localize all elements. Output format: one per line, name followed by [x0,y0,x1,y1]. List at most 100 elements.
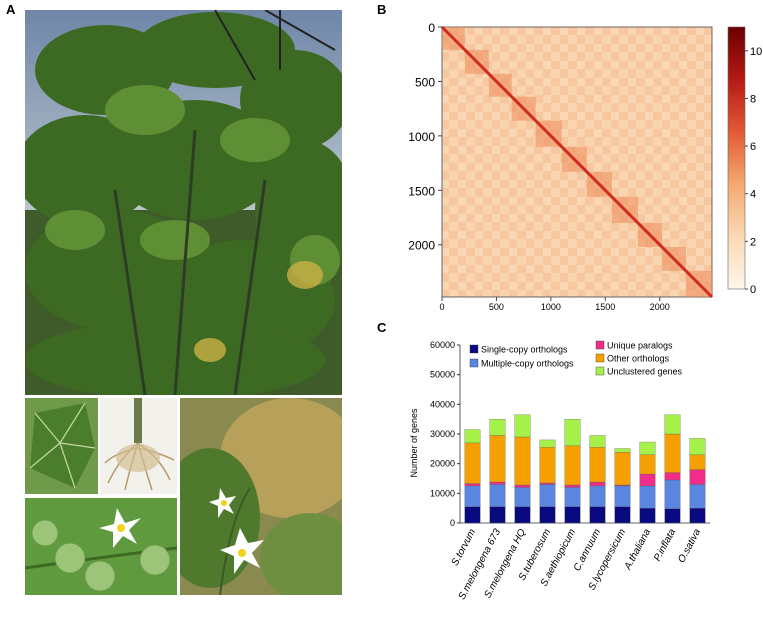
x-tick-label: 1000 [541,302,561,310]
bar-segment [589,481,606,487]
flower-photo [180,398,342,595]
bar-segment [514,506,531,524]
bar-segment [539,439,556,448]
legend-label: Unclustered genes [607,367,683,377]
x-tick-label: 1500 [595,302,615,310]
bar-segment [539,447,556,484]
legend-swatch [595,353,605,363]
panel-c-label: C [377,320,387,335]
bar-segment [664,433,681,473]
bar-segment [614,506,631,524]
bar-segment [589,447,606,483]
bar-segment [489,419,506,436]
bar-segment [664,508,681,524]
legend-label: Unique paralogs [607,341,673,351]
y-tick-label: 50000 [430,370,455,380]
y-tick-label: 10000 [430,488,455,498]
bar-segment [564,445,581,486]
y-tick-label: 40000 [430,399,455,409]
colorbar [727,26,746,290]
bar-segment [589,435,606,448]
y-tick-label: 500 [415,75,435,89]
bar-segment [489,484,506,507]
y-tick-label: 60000 [430,340,455,350]
bar-segment [639,441,656,455]
bar-segment [589,485,606,507]
bar-segment [489,435,506,483]
fruit-photo [25,498,177,595]
panel-a-label: A [6,2,16,17]
bar-segment [689,484,706,509]
bar-segment [464,442,481,484]
y-tick-label: 1000 [408,130,435,144]
bar-segment [564,487,581,507]
legend: Single-copy orthologs Multiple-copy ortho… [469,340,683,377]
bar-segment [564,506,581,524]
bar-segment [689,454,706,470]
bar-segment [464,483,481,487]
root-photo [100,398,177,494]
plant-photo [25,10,342,395]
bar-segment [539,484,556,507]
heatmap-y-ticks: 0 500 1000 1500 2000 [408,21,442,253]
bar-segment [539,506,556,524]
bar-segment [564,484,581,488]
legend-swatch [469,344,479,354]
colorbar-tick-label: 8 [750,93,756,105]
y-tick-label: 0 [428,21,435,35]
stacked-bar-chart: Number of genes 0 10000 20000 30000 40000 500… [409,340,710,602]
bar-segment [664,414,681,435]
y-tick-label: 30000 [430,429,455,439]
y-axis-label: Number of genes [409,408,419,478]
colorbar-tick-label: 2 [750,236,756,248]
heatmap-x-ticks: 0 500 1000 1500 2000 [439,297,670,310]
x-tick-label: 2000 [650,302,670,310]
leaf-photo [25,398,98,494]
category-label: P.inflata [652,527,678,563]
bar-segment [664,479,681,509]
bar-segment [514,436,531,486]
heatmap-diagonal [440,25,714,299]
bar-segment [464,429,481,444]
panel-b-label: B [377,2,387,17]
colorbar-ticks: 0 2 4 6 8 10 [745,46,762,296]
legend-swatch [595,340,605,350]
x-tick-label: 500 [489,302,504,310]
category-label: S.torvum [450,527,478,567]
y-tick-label: 2000 [408,239,435,253]
colorbar-tick-label: 10 [750,46,762,58]
bar-marks [464,414,706,524]
bar-segment [539,482,556,485]
y-tick-label: 20000 [430,459,455,469]
bar-segment [489,506,506,524]
bar-segment [489,481,506,485]
bar-segment [614,448,631,453]
legend-swatch [595,366,605,376]
bar-segment [639,454,656,475]
legend-swatch [469,358,479,368]
legend-label: Other orthologs [607,354,670,364]
bar-segment [689,438,706,455]
colorbar-tick-label: 0 [750,284,756,296]
bar-segment [639,508,656,524]
bar-segment [614,452,631,486]
bar-segment [514,484,531,488]
bar-segment [589,506,606,524]
bar-segment [564,419,581,447]
contact-heatmap: 0 500 1000 1500 2000 0 500 1000 1500 2000 0 2 4 6 8 1… [408,21,762,310]
bar-segment [664,472,681,481]
bar-segment [514,414,531,438]
colorbar-tick-label: 4 [750,189,756,201]
category-label: O.sativa [676,527,703,565]
y-axis: 0 10000 20000 30000 40000 50000 60000 [430,340,710,528]
legend-label: Multiple-copy orthologs [481,359,574,369]
bar-segment [639,473,656,487]
bar-segment [464,506,481,524]
colorbar-tick-label: 6 [750,141,756,153]
y-tick-label: 1500 [408,184,435,198]
bar-segment [614,485,631,507]
y-tick-label: 0 [450,518,455,528]
bar-segment [514,487,531,507]
bar-segment [689,469,706,485]
